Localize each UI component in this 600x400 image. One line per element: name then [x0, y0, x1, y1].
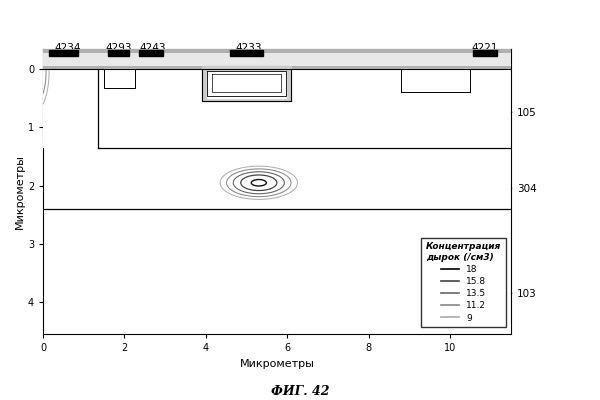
Bar: [43, 53, 511, 66]
Text: 4234: 4234: [54, 43, 81, 65]
X-axis label: Микрометры: Микрометры: [239, 359, 314, 369]
Text: 4243: 4243: [140, 43, 166, 65]
Bar: [139, 50, 163, 56]
Bar: [43, 69, 98, 148]
Text: 103: 103: [511, 288, 537, 298]
Bar: [401, 69, 470, 92]
Bar: [206, 71, 286, 98]
Text: 4233: 4233: [235, 43, 262, 65]
Y-axis label: Микрометры: Микрометры: [15, 154, 25, 229]
Text: ФИГ. 42: ФИГ. 42: [271, 385, 329, 398]
Bar: [202, 66, 292, 101]
Bar: [108, 50, 128, 56]
Legend: 18, 15.8, 13.5, 11.2, 9: 18, 15.8, 13.5, 11.2, 9: [421, 238, 506, 327]
Bar: [230, 50, 263, 56]
Text: 4221: 4221: [472, 43, 498, 65]
Bar: [49, 50, 77, 56]
Bar: [43, 49, 511, 69]
Bar: [473, 50, 497, 56]
Text: 304: 304: [511, 184, 537, 194]
Text: 4293: 4293: [105, 43, 131, 65]
Bar: [104, 69, 134, 88]
Text: 105: 105: [511, 108, 537, 118]
